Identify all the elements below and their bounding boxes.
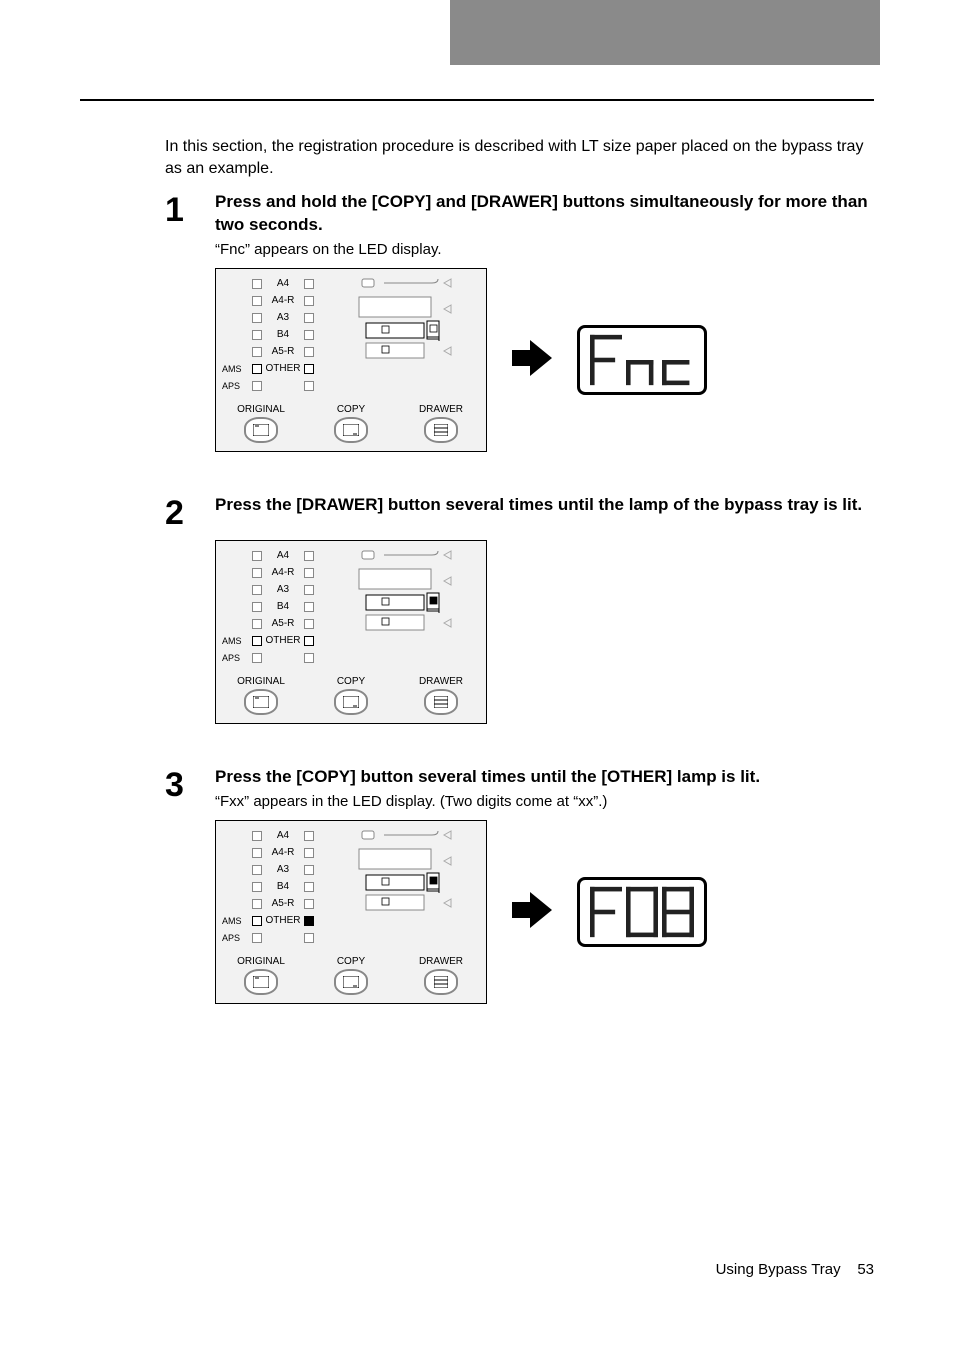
step-subtitle: “Fxx” appears in the LED display. (Two d… <box>215 793 875 810</box>
footer-section: Using Bypass Tray <box>716 1261 841 1278</box>
step-title: Press the [DRAWER] button several times … <box>215 494 875 517</box>
copy-button-group: COPY <box>321 404 381 443</box>
footer-page: 53 <box>857 1261 874 1278</box>
step: 2 Press the [DRAWER] button several time… <box>165 494 875 530</box>
drawer-button[interactable] <box>424 689 458 715</box>
original-button-group: ORIGINAL <box>231 404 291 443</box>
drawer-button-group: DRAWER <box>411 676 471 715</box>
arrow-right-icon <box>512 892 552 933</box>
drawer-button-group: DRAWER <box>411 404 471 443</box>
original-button[interactable] <box>244 417 278 443</box>
step-figure: A4 A4-R A3 B4 A5-R AMS OTHER <box>215 820 875 1004</box>
header-rule <box>80 99 874 101</box>
led-display <box>577 325 707 395</box>
drawer-button-group: DRAWER <box>411 956 471 995</box>
header-gray-box <box>450 0 880 65</box>
step-number: 1 <box>165 191 215 227</box>
control-panel-diagram: A4 A4-R A3 B4 A5-R AMS OTHER <box>215 268 487 452</box>
main-content: In this section, the registration proced… <box>165 120 875 1034</box>
drawer-button[interactable] <box>424 969 458 995</box>
copy-button[interactable] <box>334 689 368 715</box>
step-figure: A4 A4-R A3 B4 A5-R AMS OTHER <box>215 268 875 452</box>
original-button[interactable] <box>244 969 278 995</box>
control-panel-diagram: A4 A4-R A3 B4 A5-R AMS OTHER <box>215 540 487 724</box>
step-title: Press the [COPY] button several times un… <box>215 766 875 789</box>
control-panel-diagram: A4 A4-R A3 B4 A5-R AMS OTHER <box>215 820 487 1004</box>
step-number: 2 <box>165 494 215 530</box>
arrow-right-icon <box>512 340 552 381</box>
original-button-group: ORIGINAL <box>231 676 291 715</box>
page-footer: Using Bypass Tray 53 <box>716 1261 874 1278</box>
step: 1 Press and hold the [COPY] and [DRAWER]… <box>165 191 875 258</box>
step-number: 3 <box>165 766 215 802</box>
drawer-button[interactable] <box>424 417 458 443</box>
step-subtitle: “Fnc” appears on the LED display. <box>215 241 875 258</box>
step-title: Press and hold the [COPY] and [DRAWER] b… <box>215 191 875 237</box>
copy-button[interactable] <box>334 969 368 995</box>
original-button[interactable] <box>244 689 278 715</box>
led-display <box>577 877 707 947</box>
intro-text: In this section, the registration proced… <box>165 136 875 179</box>
step: 3 Press the [COPY] button several times … <box>165 766 875 810</box>
copy-button[interactable] <box>334 417 368 443</box>
step-figure: A4 A4-R A3 B4 A5-R AMS OTHER <box>215 540 875 724</box>
original-button-group: ORIGINAL <box>231 956 291 995</box>
copy-button-group: COPY <box>321 956 381 995</box>
copy-button-group: COPY <box>321 676 381 715</box>
